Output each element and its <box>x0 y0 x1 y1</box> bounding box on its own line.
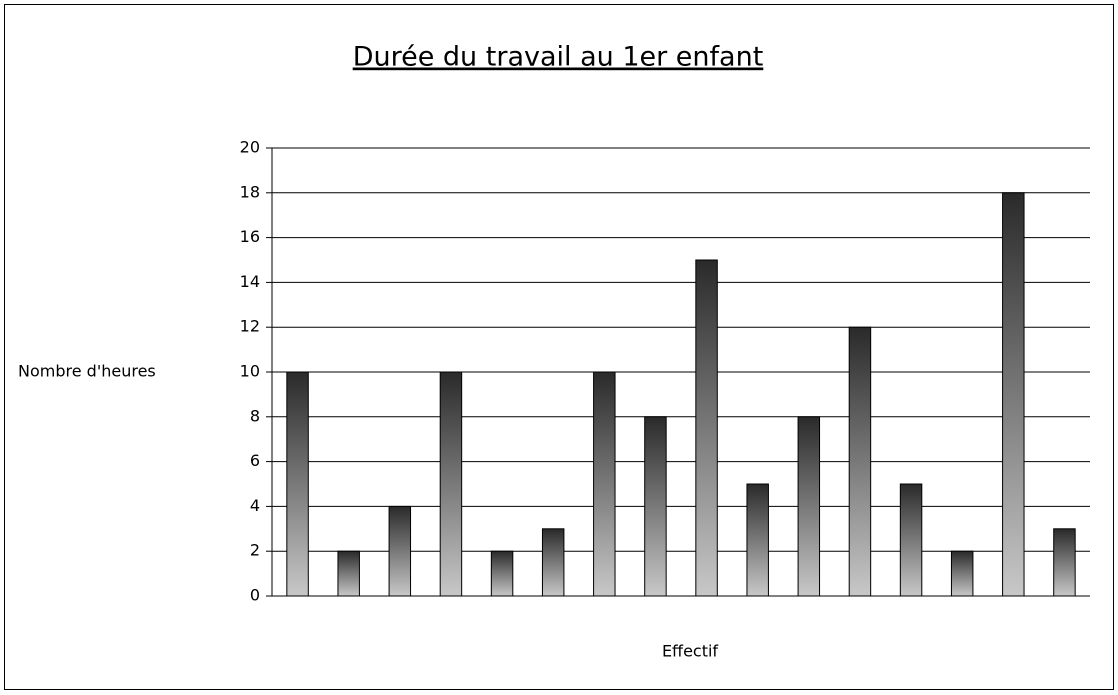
y-tick-label: 10 <box>240 362 260 381</box>
bar <box>541 528 565 597</box>
y-tick-label: 4 <box>250 496 260 515</box>
y-tick-label: 12 <box>240 317 260 336</box>
bar <box>848 326 872 597</box>
chart-title: Durée du travail au 1er enfant <box>353 42 764 73</box>
y-tick-label: 18 <box>240 182 260 201</box>
bar <box>644 416 667 597</box>
y-axis-label: Nombre d'heures <box>18 362 156 381</box>
bar <box>797 416 821 597</box>
bar <box>388 505 412 597</box>
y-tick-label: 6 <box>250 451 260 470</box>
y-tick-label: 8 <box>250 406 260 425</box>
bar <box>695 259 718 597</box>
bar <box>286 371 309 597</box>
bar <box>337 550 360 597</box>
y-tick-label: 16 <box>240 227 260 246</box>
bar <box>1002 192 1025 597</box>
bar <box>899 483 923 597</box>
bar <box>439 371 463 597</box>
bar <box>490 550 514 597</box>
y-tick-label: 20 <box>240 138 260 157</box>
y-tick-label: 0 <box>250 586 260 605</box>
y-tick-label: 14 <box>240 272 260 291</box>
bar <box>950 550 974 597</box>
y-tick-label: 2 <box>250 541 260 560</box>
bar <box>1053 528 1076 597</box>
x-axis-label: Effectif <box>662 642 718 661</box>
bar <box>746 483 769 597</box>
bar <box>593 371 616 597</box>
